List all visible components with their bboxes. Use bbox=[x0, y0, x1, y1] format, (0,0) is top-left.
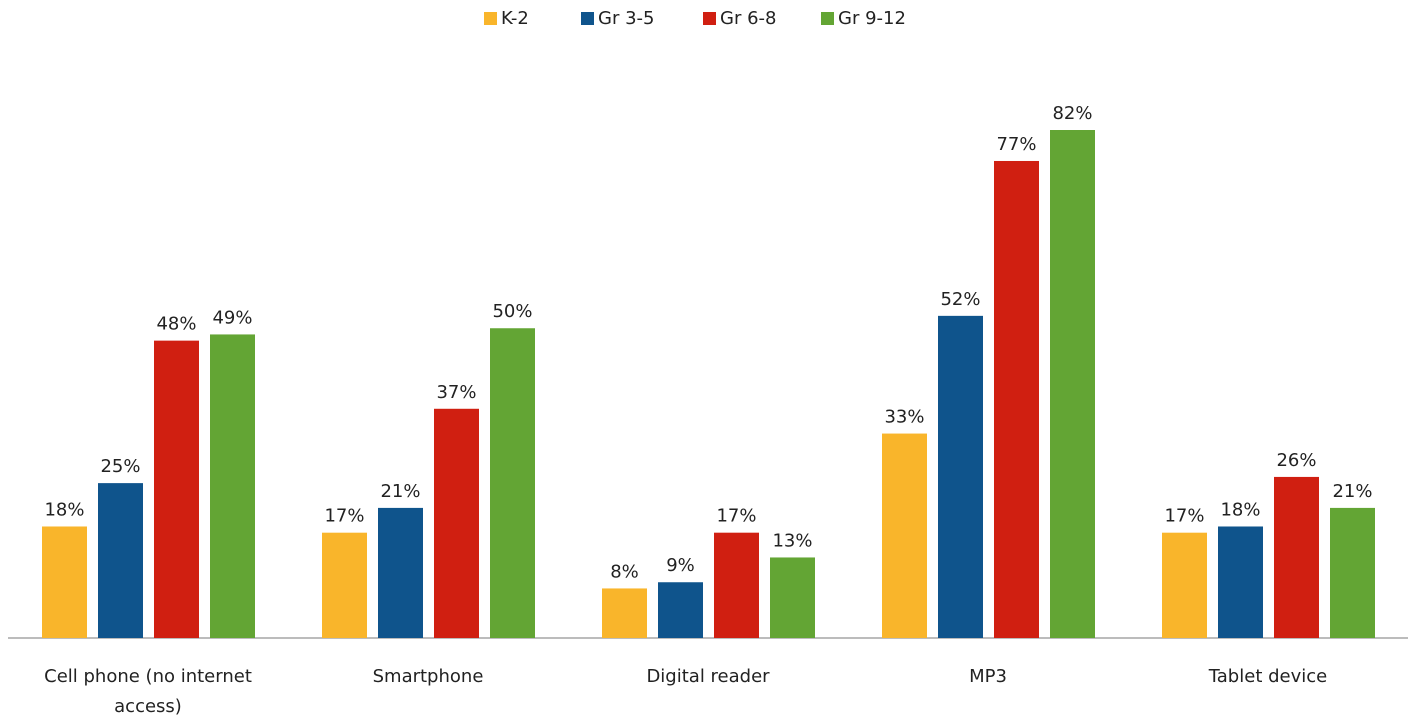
bar bbox=[602, 588, 647, 638]
bar bbox=[994, 160, 1039, 638]
data-label: 21% bbox=[380, 481, 420, 502]
bar bbox=[322, 532, 367, 638]
data-label: 37% bbox=[436, 382, 476, 403]
bar bbox=[1330, 507, 1375, 638]
bar bbox=[1162, 532, 1207, 638]
data-label: 17% bbox=[1164, 506, 1204, 527]
data-label: 82% bbox=[1052, 103, 1092, 124]
legend-swatch bbox=[581, 12, 594, 25]
bar bbox=[1050, 130, 1095, 638]
bar bbox=[490, 328, 535, 638]
legend-swatch bbox=[703, 12, 716, 25]
legend-label: Gr 9-12 bbox=[838, 8, 906, 29]
x-tick-label: Tablet device bbox=[1208, 666, 1328, 687]
bar bbox=[98, 483, 143, 638]
bar bbox=[938, 315, 983, 638]
x-tick-label: Cell phone (no internet access) bbox=[44, 666, 252, 717]
data-label: 18% bbox=[44, 499, 84, 520]
bar bbox=[714, 532, 759, 638]
data-label: 13% bbox=[772, 530, 812, 551]
data-label: 52% bbox=[940, 289, 980, 310]
bar bbox=[378, 507, 423, 638]
bar bbox=[154, 340, 199, 638]
legend-label: Gr 3-5 bbox=[598, 8, 654, 29]
bar bbox=[210, 334, 255, 638]
bar bbox=[1274, 476, 1319, 638]
data-label: 21% bbox=[1332, 481, 1372, 502]
legend-label: Gr 6-8 bbox=[720, 8, 776, 29]
bar bbox=[42, 526, 87, 638]
bar bbox=[434, 408, 479, 638]
x-tick-label: MP3 bbox=[969, 666, 1007, 687]
data-label: 17% bbox=[716, 506, 756, 527]
legend-swatch bbox=[821, 12, 834, 25]
bar bbox=[882, 433, 927, 638]
legend-swatch bbox=[484, 12, 497, 25]
data-label: 48% bbox=[156, 314, 196, 335]
x-tick-label: Smartphone bbox=[372, 666, 484, 687]
data-label: 49% bbox=[212, 307, 252, 328]
legend-label: K-2 bbox=[501, 8, 529, 29]
data-label: 25% bbox=[100, 456, 140, 477]
data-label: 18% bbox=[1220, 499, 1260, 520]
x-tick-label: Digital reader bbox=[646, 666, 770, 687]
bar bbox=[770, 557, 815, 638]
data-label: 33% bbox=[884, 407, 924, 428]
data-label: 9% bbox=[666, 555, 695, 576]
data-label: 50% bbox=[492, 301, 532, 322]
data-label: 17% bbox=[324, 506, 364, 527]
bar bbox=[658, 582, 703, 638]
data-label: 77% bbox=[996, 134, 1036, 155]
bar bbox=[1218, 526, 1263, 638]
data-label: 26% bbox=[1276, 450, 1316, 471]
data-label: 8% bbox=[610, 561, 639, 582]
